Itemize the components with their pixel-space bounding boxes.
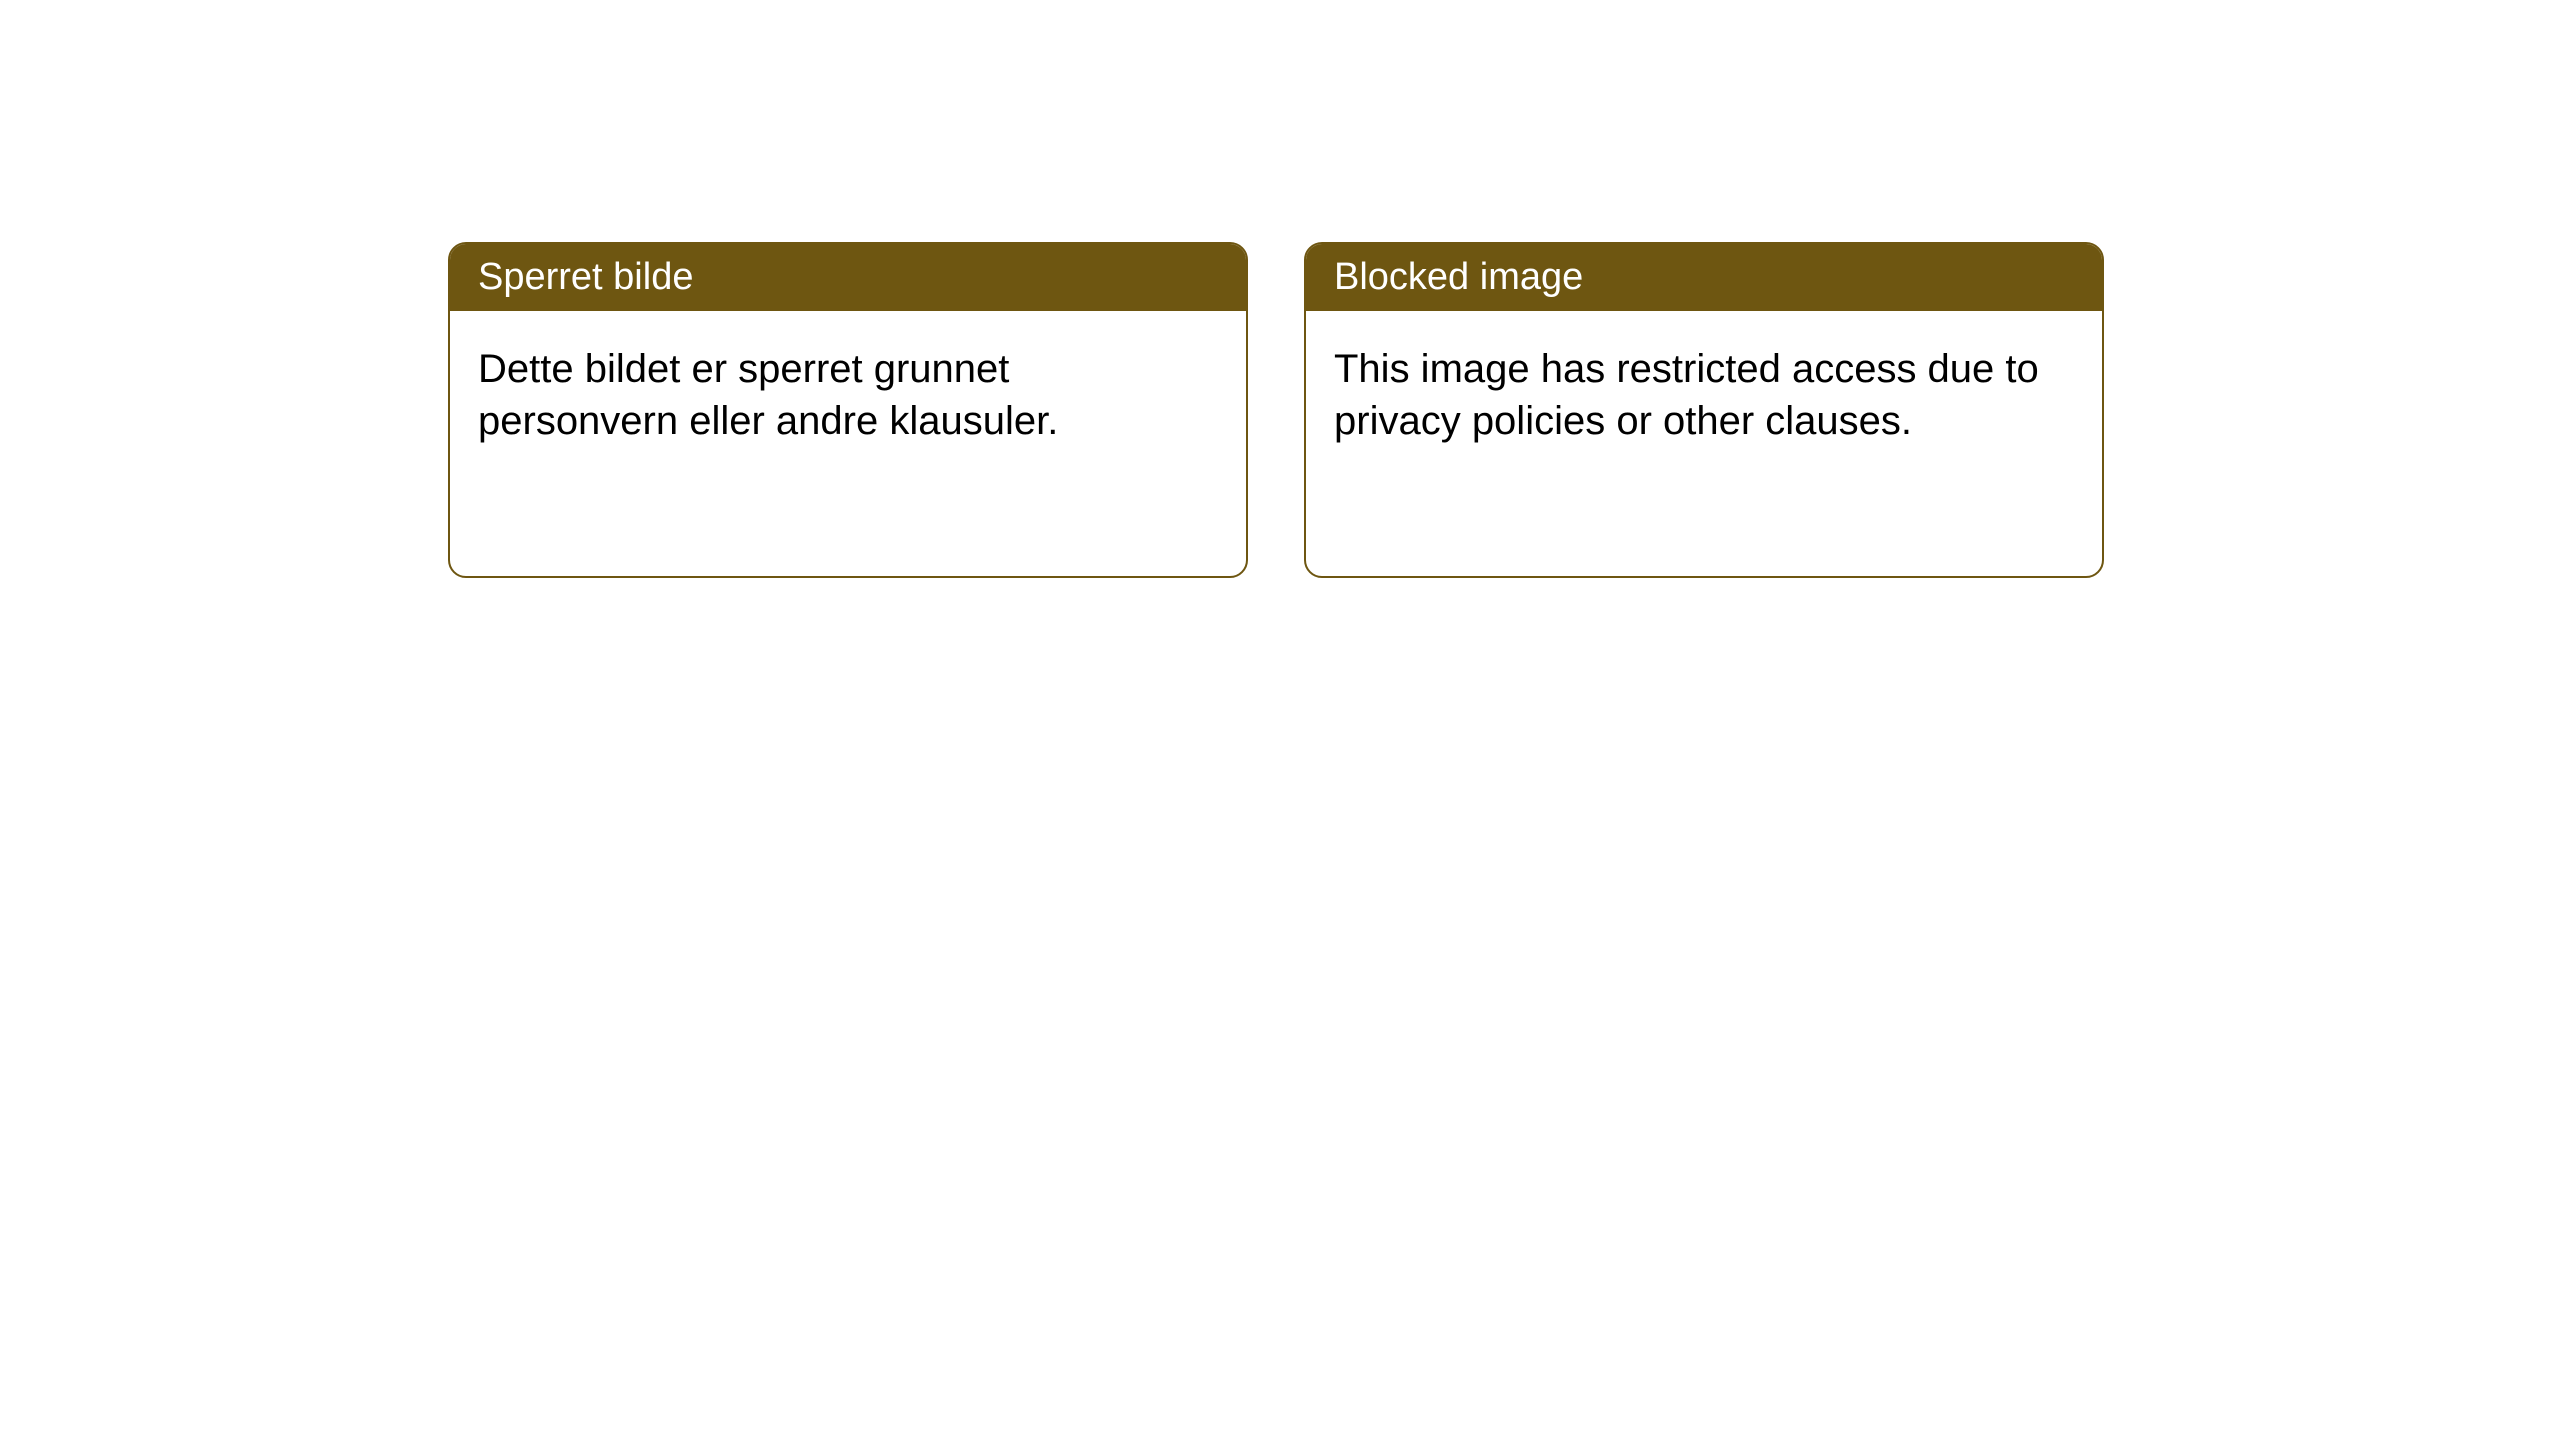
card-header-english: Blocked image [1306,244,2102,311]
card-body-english: This image has restricted access due to … [1306,311,2102,479]
card-english: Blocked image This image has restricted … [1304,242,2104,578]
card-body-norwegian: Dette bildet er sperret grunnet personve… [450,311,1246,479]
card-header-norwegian: Sperret bilde [450,244,1246,311]
card-norwegian: Sperret bilde Dette bildet er sperret gr… [448,242,1248,578]
notice-container: Sperret bilde Dette bildet er sperret gr… [448,242,2104,578]
